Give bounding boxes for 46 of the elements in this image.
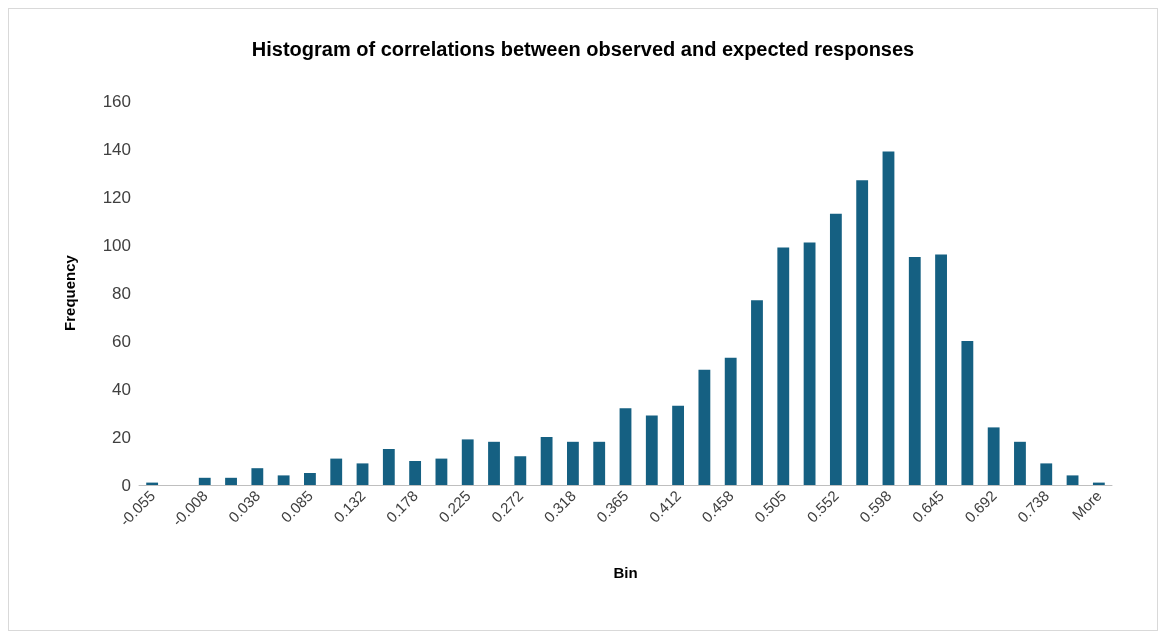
- bar: [514, 456, 527, 485]
- y-tick-label: 100: [102, 235, 131, 255]
- y-tick-label: 40: [112, 379, 131, 399]
- bar: [751, 300, 763, 485]
- y-tick-label: 120: [102, 187, 131, 207]
- bar: [593, 441, 606, 485]
- bar: [1066, 475, 1079, 485]
- bar: [829, 213, 842, 485]
- bar: [698, 369, 711, 485]
- bar: [1014, 441, 1026, 485]
- y-tick-label: 20: [112, 427, 131, 447]
- bar: [461, 439, 474, 485]
- y-axis-title: Frequency: [61, 254, 78, 331]
- bar: [882, 151, 895, 485]
- bar: [435, 458, 448, 485]
- bar: [987, 427, 1000, 485]
- bar: [1040, 463, 1053, 485]
- bar: [961, 341, 974, 485]
- bar: [935, 254, 947, 485]
- bar: [251, 468, 264, 485]
- bar: [566, 441, 579, 485]
- bar: [277, 475, 290, 485]
- bar: [724, 357, 737, 485]
- bar: [856, 180, 869, 485]
- bar: [672, 405, 685, 485]
- y-tick-label: 160: [102, 91, 131, 111]
- y-tick-label: 0: [121, 475, 131, 495]
- bar: [304, 473, 316, 485]
- x-axis-title: Bin: [613, 564, 638, 581]
- bar: [619, 408, 632, 485]
- bar: [225, 477, 237, 485]
- bar: [330, 458, 343, 485]
- bar: [356, 463, 369, 485]
- bar: [198, 477, 211, 485]
- bar: [777, 247, 790, 485]
- y-tick-label: 60: [112, 331, 131, 351]
- bar: [382, 449, 395, 485]
- bar: [803, 242, 816, 485]
- bar: [908, 257, 921, 485]
- bar: [488, 441, 500, 485]
- bar: [540, 437, 553, 485]
- bar: [409, 461, 422, 485]
- bar: [645, 415, 658, 485]
- chart-title: Histogram of correlations between observed and expected responses: [251, 38, 915, 60]
- y-tick-label: 140: [102, 139, 131, 159]
- y-tick-label: 80: [112, 283, 131, 303]
